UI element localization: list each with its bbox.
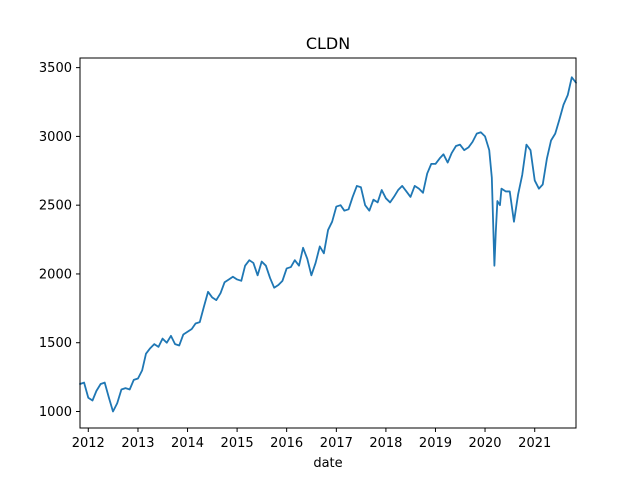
x-tick-label: 2019 xyxy=(419,436,452,451)
x-tick-label: 2021 xyxy=(518,436,551,451)
x-axis: 2012 2013 2014 2015 2016 2017 2018 2019 2020 2021 xyxy=(72,428,551,451)
y-tick-label: 1500 xyxy=(39,336,72,351)
axes-frame xyxy=(79,57,577,429)
x-tick-label: 2012 xyxy=(72,436,105,451)
x-tick-label: 2013 xyxy=(121,436,154,451)
y-tick-label: 1000 xyxy=(39,405,72,420)
x-tick-label: 2018 xyxy=(369,436,402,451)
plot-area xyxy=(79,76,577,413)
y-tick-label: 2500 xyxy=(39,199,72,214)
x-tick-label: 2015 xyxy=(221,436,254,451)
x-tick-label: 2020 xyxy=(468,436,501,451)
x-axis-label: date xyxy=(313,456,342,471)
series-line xyxy=(79,76,577,413)
chart-title: CLDN xyxy=(306,34,350,53)
y-tick-label: 3500 xyxy=(39,61,72,76)
x-tick-label: 2014 xyxy=(171,436,204,451)
y-tick-label: 3000 xyxy=(39,130,72,145)
y-axis: 1000 1500 2000 2500 3000 3500 xyxy=(39,61,80,420)
y-tick-label: 2000 xyxy=(39,267,72,282)
x-tick-label: 2016 xyxy=(270,436,303,451)
x-tick-label: 2017 xyxy=(320,436,353,451)
